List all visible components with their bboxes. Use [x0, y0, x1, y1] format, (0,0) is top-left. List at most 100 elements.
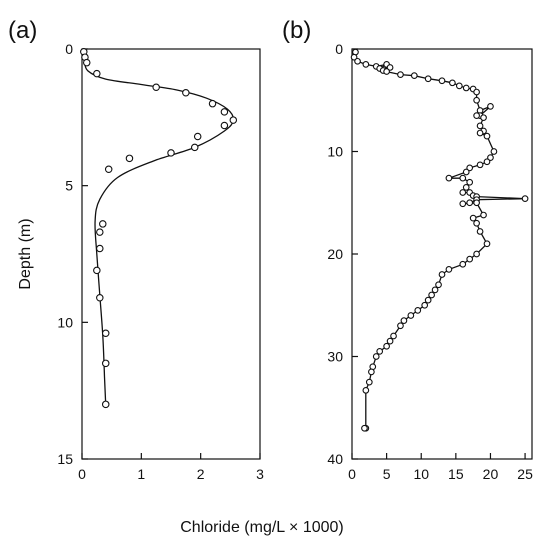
panel-a-data-point [152, 83, 160, 92]
panel-b-frame [351, 48, 533, 460]
panel-a-data-point [99, 220, 107, 228]
panel-a-frame [81, 48, 261, 460]
panel-b-data-point [438, 77, 446, 85]
panel-b-data-point [397, 322, 404, 330]
panel-a-data-point [220, 108, 229, 116]
panel-b-data-point [459, 260, 467, 268]
y-axis-title: Depth (m) [17, 218, 34, 289]
panel-a-data-point [208, 99, 217, 108]
panel-b-data-point [383, 342, 390, 350]
panel-b-data-point [428, 291, 435, 299]
panel-a-data-point [190, 143, 199, 152]
panel-b-data-point [445, 174, 453, 182]
panel-b-data-point [438, 271, 446, 278]
panel-b-data-point [407, 312, 415, 319]
panel-b-data-point [459, 200, 467, 208]
panel-b-y-tick-label: 20 [327, 246, 343, 262]
panel-b-series-line [353, 51, 526, 429]
panel-b-x-tick-label: 10 [413, 466, 429, 482]
panel-a-data-point [182, 88, 190, 97]
panel-b-data-point [466, 199, 474, 207]
panel-b-data-point [487, 103, 494, 110]
panel-b-data-point [521, 195, 529, 202]
panel-a-x-ticks: 0 1 2 3 [78, 453, 264, 482]
panel-b-y-tick-label: 0 [335, 41, 343, 57]
panel-b-data-point [473, 219, 480, 227]
panel-b-y-tick-label: 40 [327, 451, 343, 467]
panel-b-data-point [462, 84, 470, 92]
panel-a-data-point [101, 400, 110, 409]
panel-b-data-point [483, 240, 491, 248]
panel-b-y-ticks: 0 10 20 30 40 [327, 41, 358, 467]
panel-a-data-point [82, 58, 91, 67]
panel-b-data-point [466, 255, 474, 263]
panel-b-data-point [480, 211, 487, 219]
panel-a-x-tick-label: 0 [78, 466, 86, 482]
panel-b-data-point [462, 168, 470, 176]
panel-b-data-point [435, 281, 442, 289]
panel-b-data-point [424, 296, 432, 304]
panel-b-data-point [473, 112, 480, 119]
panel-b-data-point [424, 75, 432, 83]
panel-b-x-tick-label: 25 [517, 466, 533, 482]
panel-a-data-point [125, 154, 134, 163]
panel-a-data-point [167, 149, 175, 157]
panel-a-data-point [96, 244, 104, 253]
panel-b-data-point [354, 57, 361, 65]
panel-b-data-point [483, 132, 491, 140]
panel-b-data-point [362, 386, 370, 394]
panel-b-data-point [350, 53, 358, 61]
panel-b-data-point [386, 337, 394, 345]
panel-a-y-tick-label: 5 [65, 178, 73, 194]
panel-b-data-point [365, 378, 373, 386]
panel-a-data-point [229, 116, 238, 124]
panel-a-x-tick-label: 3 [256, 466, 264, 482]
panel-a-x-tick-label: 1 [137, 466, 145, 482]
panel-b-data-point [459, 174, 467, 182]
panel-a-y-tick-label: 15 [57, 451, 73, 467]
panel-b-x-tick-label: 20 [483, 466, 499, 482]
panel-b-data-point [376, 348, 384, 355]
panel-b-data-point [466, 164, 474, 172]
panel-a-data-point [220, 121, 229, 130]
panel-b: (b) 0 5 10 15 20 25 0 10 20 30 40 [282, 17, 533, 482]
panel-b-y-tick-label: 10 [327, 144, 343, 160]
panel-a: (a) 0 1 2 3 0 5 10 15 [8, 17, 264, 482]
panel-b-data-point [386, 64, 394, 71]
panel-a-points [80, 47, 238, 409]
panel-b-x-tick-label: 15 [448, 466, 464, 482]
panel-b-data-point [362, 61, 370, 68]
panel-b-data-point [473, 96, 480, 104]
panel-b-data-point [476, 228, 484, 235]
panel-b-data-point [449, 79, 456, 87]
panel-a-data-point [101, 329, 110, 338]
panel-a-data-point [193, 132, 202, 141]
panel-a-data-point [104, 165, 113, 174]
panel-b-data-point [487, 154, 494, 161]
panel-b-data-point [473, 199, 480, 207]
panel-b-data-point [476, 129, 484, 137]
panel-a-y-tick-label: 10 [57, 314, 73, 330]
panel-b-data-point [462, 184, 470, 191]
panel-a-data-point [96, 293, 104, 302]
panel-b-data-point [459, 189, 467, 196]
panel-b-data-point [410, 72, 418, 79]
panel-b-data-point [414, 307, 422, 314]
panel-b-data-point [368, 368, 375, 376]
x-axis-title: Chloride (mg/L × 1000) [180, 519, 344, 536]
panel-b-data-point [400, 317, 408, 324]
panel-a-y-tick-label: 0 [65, 41, 73, 57]
panel-a-data-point [101, 359, 110, 368]
panel-b-data-point [473, 88, 480, 96]
panel-b-data-point [421, 301, 429, 309]
panel-b-data-point [383, 68, 390, 75]
panel-b-data-point [372, 353, 380, 360]
panel-b-x-ticks: 0 5 10 15 20 25 [348, 453, 533, 482]
panel-b-label: (b) [282, 17, 311, 44]
panel-a-x-tick-label: 2 [197, 466, 205, 482]
panel-b-data-point [480, 114, 487, 122]
panel-a-data-point [93, 266, 101, 275]
panel-a-data-point [93, 69, 101, 78]
panel-b-data-point [361, 424, 368, 432]
